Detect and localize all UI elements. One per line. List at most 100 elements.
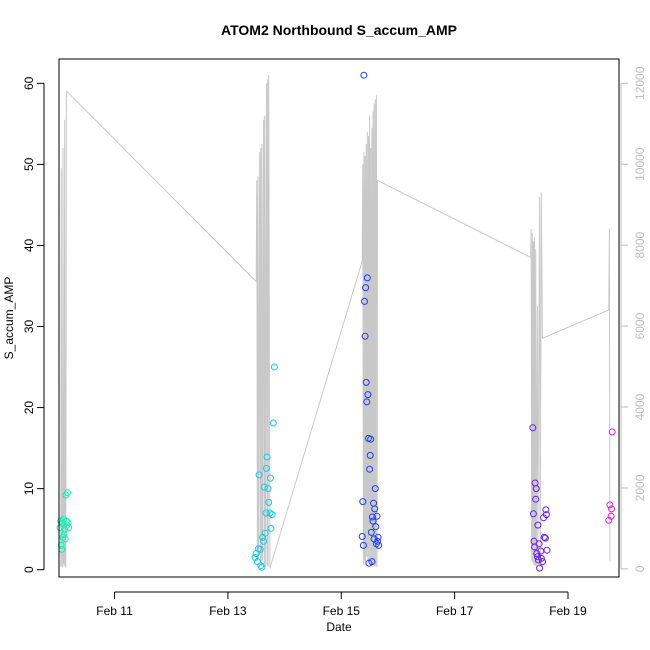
data-point xyxy=(367,528,375,536)
data-point xyxy=(608,428,616,436)
x-tick-label: Feb 17 xyxy=(436,604,474,618)
data-point xyxy=(261,529,269,537)
data-point xyxy=(65,524,73,532)
y2-tick-label: 10000 xyxy=(633,147,647,181)
x-tick-label: Feb 15 xyxy=(323,604,361,618)
data-point xyxy=(542,511,550,519)
x-tick-label: Feb 11 xyxy=(96,604,133,618)
data-point xyxy=(374,537,381,545)
data-point xyxy=(61,535,69,543)
data-point xyxy=(260,537,268,545)
y-tick-label: 0 xyxy=(22,566,36,573)
data-point xyxy=(364,391,372,399)
y-tick-label: 60 xyxy=(22,76,36,90)
data-point xyxy=(368,513,376,521)
y2-tick-label: 0 xyxy=(633,565,647,572)
data-point xyxy=(258,563,266,571)
data-point xyxy=(373,512,381,520)
data-point xyxy=(64,519,72,527)
data-point xyxy=(532,485,540,493)
x-tick-label: Feb 19 xyxy=(549,604,587,618)
data-point xyxy=(362,378,370,386)
data-point xyxy=(542,506,550,514)
data-point xyxy=(362,284,370,292)
data-point xyxy=(262,464,270,472)
data-point xyxy=(540,533,548,541)
data-point xyxy=(541,534,549,542)
y2-tick-label: 2000 xyxy=(633,474,647,501)
chart-title: ATOM2 Northbound S_accum_AMP xyxy=(221,22,457,38)
data-point xyxy=(256,545,264,553)
data-point xyxy=(360,71,368,79)
data-point xyxy=(257,562,265,570)
data-point xyxy=(371,485,379,493)
data-point xyxy=(531,543,538,551)
secondary-series-line xyxy=(60,75,611,569)
y-tick-label: 40 xyxy=(22,238,36,252)
data-point xyxy=(64,489,71,497)
data-point xyxy=(263,453,271,461)
data-point xyxy=(269,419,277,427)
data-point xyxy=(532,495,540,503)
data-point xyxy=(534,521,542,529)
data-point xyxy=(266,509,274,517)
data-point xyxy=(359,541,367,549)
y2-tick-label: 8000 xyxy=(633,231,647,258)
data-point xyxy=(536,564,544,572)
data-point xyxy=(371,505,379,513)
data-point xyxy=(606,501,614,509)
data-point xyxy=(543,546,551,554)
data-point xyxy=(539,558,546,566)
data-point xyxy=(529,424,537,432)
data-point xyxy=(57,541,65,549)
axes-layer: Feb 11 Feb 13 Feb 15 Feb 17 Feb 19 0 10 20 30 40 5… xyxy=(22,66,647,618)
data-point xyxy=(251,554,259,561)
data-point xyxy=(607,512,615,520)
data-point xyxy=(262,509,270,517)
data-point xyxy=(529,510,537,518)
data-point xyxy=(363,398,371,406)
plot-frame xyxy=(58,58,620,578)
data-point xyxy=(358,533,366,540)
y-tick-label: 50 xyxy=(22,157,36,171)
secondary-series-layer xyxy=(60,75,611,569)
data-point xyxy=(375,541,383,549)
data-point xyxy=(62,517,70,525)
y-axis-label: S_accum_AMP xyxy=(2,277,16,360)
data-point xyxy=(270,363,278,371)
data-point xyxy=(253,558,261,566)
data-point xyxy=(61,525,69,533)
data-point xyxy=(255,471,263,479)
x-axis-label: Date xyxy=(326,620,352,634)
data-point xyxy=(369,517,377,525)
data-point xyxy=(367,435,375,443)
y-tick-label: 20 xyxy=(22,401,36,415)
data-point xyxy=(608,505,616,513)
data-point xyxy=(374,533,382,541)
data-point xyxy=(366,465,374,473)
data-point xyxy=(361,297,368,305)
y2-tick-label: 12000 xyxy=(633,66,647,100)
y2-tick-label: 4000 xyxy=(633,393,647,420)
data-point xyxy=(264,485,272,493)
data-point xyxy=(359,498,367,506)
x-tick-label: Feb 13 xyxy=(209,604,247,618)
data-point xyxy=(268,511,276,519)
data-point xyxy=(56,524,64,532)
data-point xyxy=(605,516,613,524)
data-point xyxy=(537,554,545,562)
y-tick-label: 30 xyxy=(22,320,36,334)
data-point xyxy=(260,483,268,491)
data-point xyxy=(368,558,376,566)
data-point xyxy=(361,332,369,340)
y-tick-label: 10 xyxy=(22,482,36,496)
data-point xyxy=(363,274,371,282)
data-point xyxy=(535,540,543,548)
data-point xyxy=(372,523,380,531)
data-point xyxy=(266,474,274,482)
y2-tick-label: 6000 xyxy=(633,312,647,339)
data-point xyxy=(267,524,275,532)
data-point xyxy=(265,498,273,506)
